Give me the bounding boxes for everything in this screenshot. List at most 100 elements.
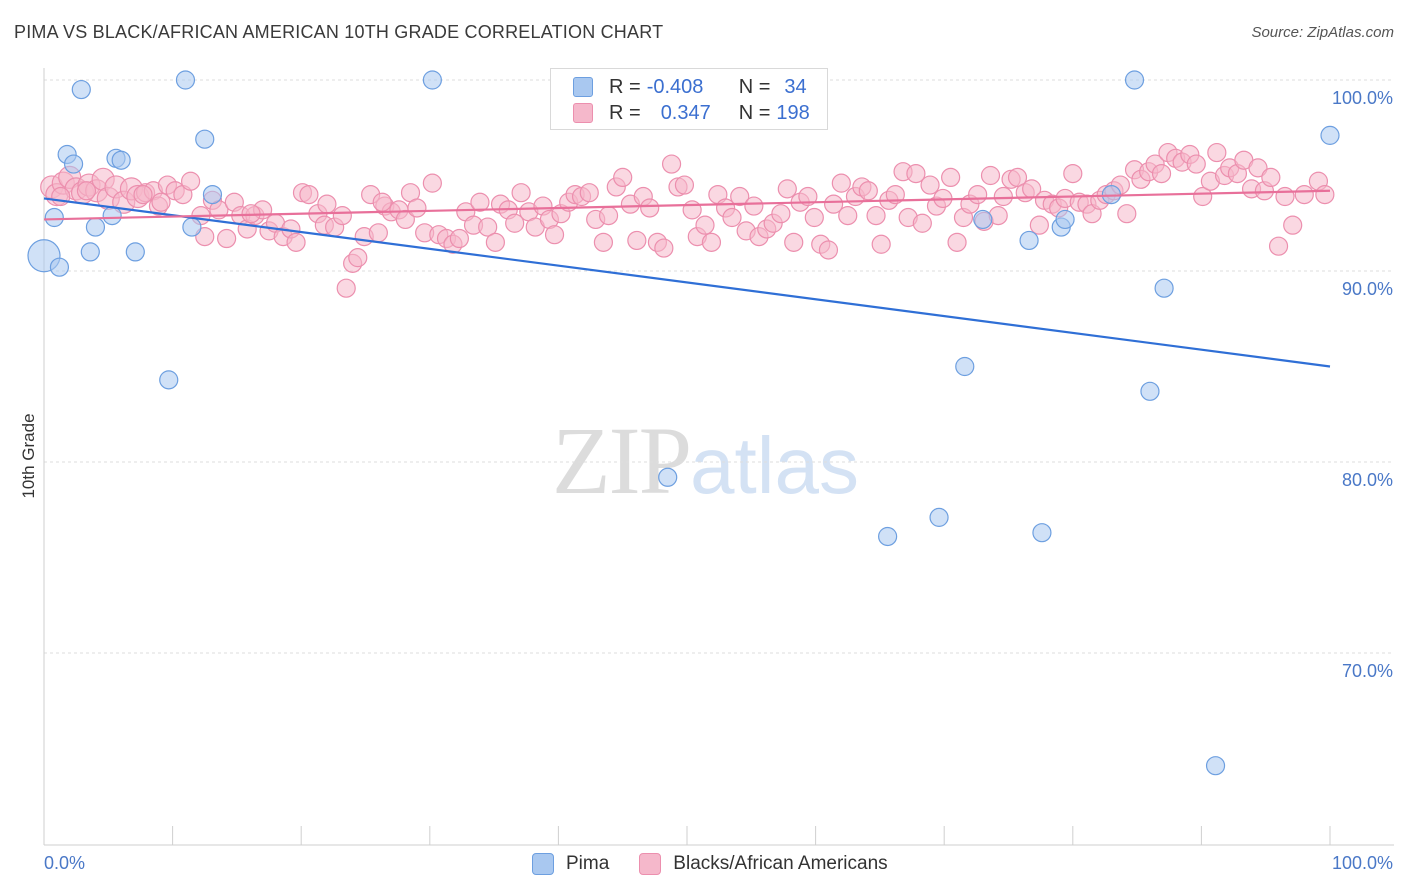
data-point: [485, 232, 505, 252]
watermark-atlas: atlas: [690, 421, 859, 510]
data-point: [422, 70, 442, 90]
data-point: [1124, 70, 1145, 90]
data-point: [80, 242, 100, 262]
data-point: [613, 167, 633, 188]
series-black: [40, 142, 1335, 298]
data-point: [682, 200, 702, 220]
data-point: [871, 234, 891, 254]
watermark: ZIPatlas: [552, 405, 859, 516]
data-point: [1007, 167, 1028, 188]
correlation-legend: R = -0.408 N = 34 R = 0.347 N = 198: [550, 68, 828, 130]
data-point: [1063, 163, 1083, 184]
data-point: [1261, 167, 1281, 188]
y-tick-label: 100.0%: [1332, 88, 1393, 108]
data-point: [824, 194, 844, 214]
data-point: [182, 217, 202, 237]
y-tick-label: 80.0%: [1342, 470, 1393, 490]
data-point: [49, 257, 70, 277]
data-point: [661, 154, 682, 174]
data-point: [76, 181, 97, 201]
data-point: [838, 206, 858, 226]
tick-labels: 100.0% 90.0% 80.0% 70.0% 0.0% 100.0% 10th Grad…: [19, 88, 1393, 873]
data-point: [1207, 142, 1227, 163]
x-tick-label: 100.0%: [1332, 853, 1393, 873]
data-point: [151, 192, 171, 212]
data-point: [1154, 278, 1174, 298]
axes: [43, 68, 1394, 846]
data-point: [579, 183, 599, 203]
legend-swatch-pima: [573, 77, 593, 97]
data-point: [51, 186, 71, 207]
data-point: [1019, 230, 1039, 251]
data-point: [368, 223, 388, 243]
legend-label-black: Blacks/African Americans: [673, 853, 888, 874]
watermark-zip: ZIP: [552, 407, 692, 514]
data-point: [195, 227, 215, 247]
data-point: [912, 213, 932, 233]
data-point: [941, 167, 961, 188]
data-point: [993, 186, 1013, 207]
data-point: [111, 150, 131, 170]
data-point: [1268, 236, 1289, 256]
data-point: [1151, 163, 1172, 184]
data-point: [1315, 185, 1335, 205]
data-point: [878, 526, 898, 547]
data-point: [858, 181, 878, 201]
data-point: [947, 232, 967, 252]
data-point: [929, 507, 949, 527]
data-point: [336, 278, 356, 298]
legend-swatch-black: [639, 853, 662, 875]
data-point: [505, 213, 525, 233]
data-point: [973, 209, 993, 230]
data-point: [544, 225, 565, 245]
data-point: [968, 185, 988, 205]
legend-r-label: R =: [609, 101, 641, 124]
data-point: [286, 232, 306, 252]
data-point: [159, 370, 179, 390]
data-point: [102, 206, 122, 226]
data-point: [195, 129, 215, 149]
data-point: [695, 215, 715, 235]
data-point: [44, 207, 64, 228]
legend-label-pima: Pima: [566, 853, 610, 874]
data-point: [407, 198, 427, 218]
series-legend: Pima Blacks/African Americans: [532, 850, 918, 878]
data-point: [771, 204, 791, 224]
data-point: [511, 183, 531, 203]
data-point: [202, 185, 223, 205]
data-point: [627, 230, 647, 251]
data-point: [1029, 215, 1049, 235]
data-point: [1205, 756, 1226, 776]
data-point: [85, 217, 106, 237]
legend-n-value: 34: [784, 75, 807, 98]
data-point: [722, 207, 742, 228]
legend-n-label: N =: [738, 75, 771, 98]
data-point: [332, 206, 352, 226]
legend-n-label: N =: [738, 101, 771, 124]
y-tick-label: 90.0%: [1342, 279, 1393, 299]
data-point: [449, 228, 469, 249]
data-point: [175, 70, 196, 90]
legend-item-black: Blacks/African Americans: [639, 853, 888, 875]
data-point: [744, 196, 764, 216]
series-layer: [27, 70, 1340, 776]
chart-title: PIMA VS BLACK/AFRICAN AMERICAN 10TH GRAD…: [14, 22, 664, 42]
data-point: [906, 163, 926, 184]
y-tick-label: 70.0%: [1342, 661, 1393, 681]
legend-r-label: R =: [609, 75, 641, 98]
data-point: [831, 173, 851, 193]
data-point: [181, 171, 201, 191]
legend-item-pima: Pima: [532, 853, 609, 875]
data-point: [784, 232, 804, 252]
data-point: [478, 217, 498, 237]
data-point: [866, 206, 886, 226]
data-point: [1248, 158, 1268, 178]
legend-swatch-black: [573, 103, 593, 123]
trend-layer: [43, 189, 1331, 368]
data-point: [133, 185, 153, 205]
data-point: [674, 175, 695, 195]
trend-line-pima: [43, 197, 1331, 368]
legend-n-value: 198: [776, 101, 810, 124]
data-point: [1275, 186, 1295, 207]
